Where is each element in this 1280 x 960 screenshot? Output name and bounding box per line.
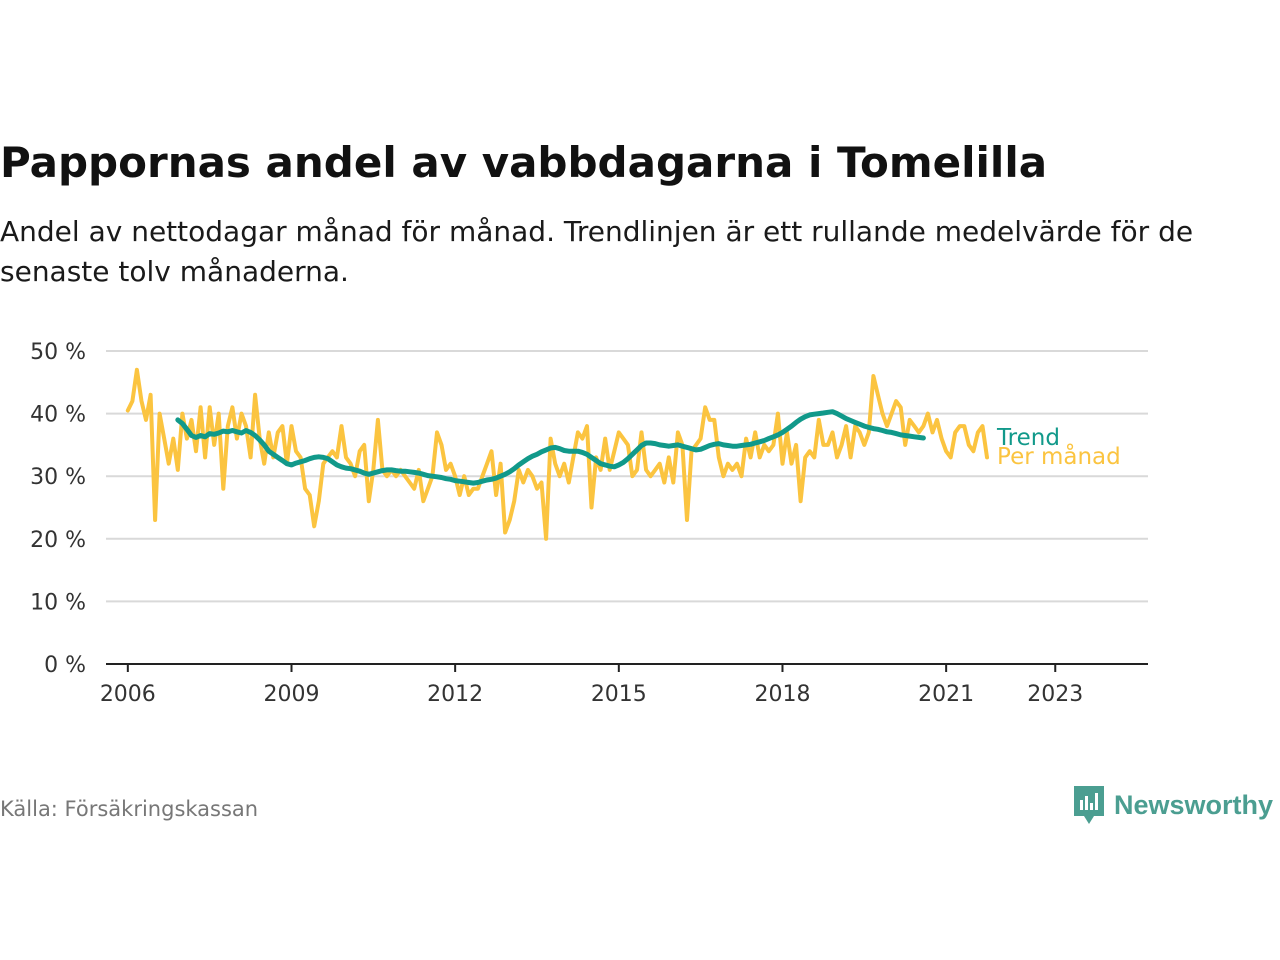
x-axis: 2006 2009 2012 2015 2018 2021 2023	[100, 663, 1148, 707]
chart-subtitle: Andel av nettodagar månad för månad. Tre…	[0, 215, 1194, 288]
x-tick-label: 2009	[263, 682, 319, 707]
x-tick-label: 2023	[1027, 682, 1083, 707]
source-note: Källa: Försäkringskassan	[0, 797, 259, 821]
x-tick-label: 2012	[427, 682, 483, 707]
y-tick-label: 20 %	[30, 528, 86, 553]
monthly-line	[125, 367, 989, 541]
y-tick-label: 10 %	[30, 590, 86, 615]
y-tick-label: 0 %	[44, 653, 86, 678]
x-tick-label: 2015	[591, 682, 647, 707]
y-tick-label: 30 %	[30, 465, 86, 490]
chart-title: Pappornas andel av vabbdagarna i Tomelil…	[0, 138, 1048, 187]
trend-label: Trend	[996, 425, 1060, 451]
monthly-label: Per månad	[997, 442, 1121, 470]
brand-logo: Newsworthy	[1072, 784, 1273, 826]
line-chart: 0 % 10 % 20 % 30 % 40 % 50 % 2006 2009 2012 2015…	[30, 340, 1148, 707]
series-lines	[125, 367, 989, 541]
x-tick-label: 2006	[100, 682, 156, 707]
newsworthy-logo-icon	[1074, 786, 1104, 824]
grid-lines	[106, 350, 1148, 603]
trend-line	[175, 409, 926, 486]
y-tick-label: 50 %	[30, 340, 86, 365]
x-tick-label: 2018	[754, 682, 810, 707]
y-axis-tick-labels: 0 % 10 % 20 % 30 % 40 % 50 %	[30, 340, 86, 678]
brand-name: Newsworthy	[1114, 789, 1274, 820]
y-tick-label: 40 %	[30, 403, 86, 428]
x-tick-label: 2021	[918, 682, 974, 707]
